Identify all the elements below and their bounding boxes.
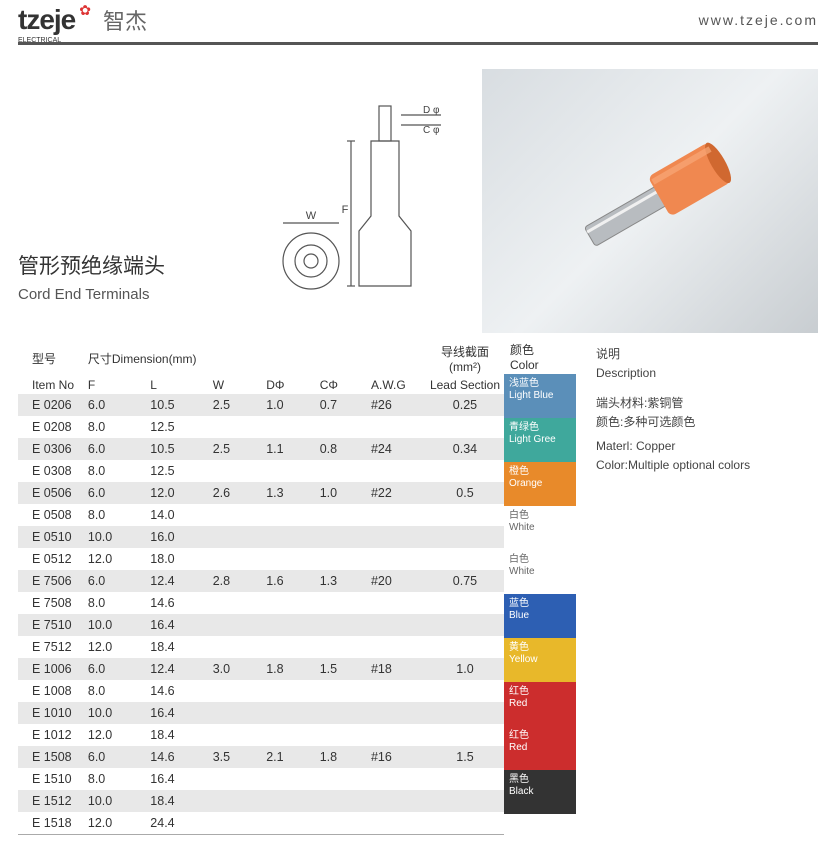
color-swatch: 白色White xyxy=(504,506,576,550)
svg-text:D φ: D φ xyxy=(423,105,440,116)
table-row: E 751010.016.4 xyxy=(18,614,504,636)
flower-icon: ✿ xyxy=(79,2,91,19)
table-row: E 02088.012.5 xyxy=(18,416,504,438)
color-swatch: 红色Red xyxy=(504,726,576,770)
table-row: E 151812.024.4 xyxy=(18,812,504,835)
title-cn: 管形预绝缘端头 xyxy=(18,250,165,280)
table-row: E 101212.018.4 xyxy=(18,724,504,746)
table-row: E 10088.014.6 xyxy=(18,680,504,702)
color-swatch: 蓝色Blue xyxy=(504,594,576,638)
table-row: E 03088.012.5 xyxy=(18,460,504,482)
table-row: E 75066.012.42.81.61.3#200.75 xyxy=(18,570,504,592)
color-swatch: 黑色Black xyxy=(504,770,576,814)
color-swatch: 红色Red xyxy=(504,682,576,726)
product-photo xyxy=(482,69,818,333)
table-row: E 10066.012.43.01.81.5#181.0 xyxy=(18,658,504,680)
table-row: E 02066.010.52.51.00.7#260.25 xyxy=(18,394,504,416)
color-swatch: 橙色Orange xyxy=(504,462,576,506)
table-row: E 101010.016.4 xyxy=(18,702,504,724)
hero-row: 管形预绝缘端头 Cord End Terminals W F D φ C φ xyxy=(18,69,818,333)
table-row: E 15086.014.63.52.11.8#161.5 xyxy=(18,746,504,768)
color-swatch: 白色White xyxy=(504,550,576,594)
color-column: 颜色Color 浅蓝色Light Blue青绿色Light Gree橙色Oran… xyxy=(504,337,576,835)
table-row: E 05088.014.0 xyxy=(18,504,504,526)
brand-logo-en: tzeje xyxy=(18,4,75,36)
title-en: Cord End Terminals xyxy=(18,286,165,303)
svg-text:W: W xyxy=(306,210,317,222)
brand: tzeje ✿ 智杰 xyxy=(18,4,147,36)
table-head: 型号 尺寸Dimension(mm) 导线截面(mm²) Item No F L… xyxy=(18,337,504,394)
table-row: E 751212.018.4 xyxy=(18,636,504,658)
table-row: E 151210.018.4 xyxy=(18,790,504,812)
brand-cn: 智杰 xyxy=(103,4,147,36)
table-row: E 05066.012.02.61.31.0#220.5 xyxy=(18,482,504,504)
table-row: E 03066.010.52.51.10.8#240.34 xyxy=(18,438,504,460)
svg-text:C φ: C φ xyxy=(423,125,440,136)
table-row: E 051212.018.0 xyxy=(18,548,504,570)
website-url: www.tzeje.com xyxy=(699,12,818,28)
svg-text:F: F xyxy=(342,204,349,216)
description: 说明Description 端头材料:紫铜管 颜色:多种可选颜色 Materl:… xyxy=(576,337,818,835)
color-swatch: 浅蓝色Light Blue xyxy=(504,374,576,418)
table-row: E 051010.016.0 xyxy=(18,526,504,548)
page-header: tzeje ✿ 智杰 www.tzeje.com xyxy=(18,0,818,45)
spec-table: 型号 尺寸Dimension(mm) 导线截面(mm²) Item No F L… xyxy=(18,337,504,835)
color-swatch: 黄色Yellow xyxy=(504,638,576,682)
table-row: E 15108.016.4 xyxy=(18,768,504,790)
dimension-diagram: W F D φ C φ xyxy=(250,69,482,333)
color-swatch: 青绿色Light Gree xyxy=(504,418,576,462)
table-row: E 75088.014.6 xyxy=(18,592,504,614)
